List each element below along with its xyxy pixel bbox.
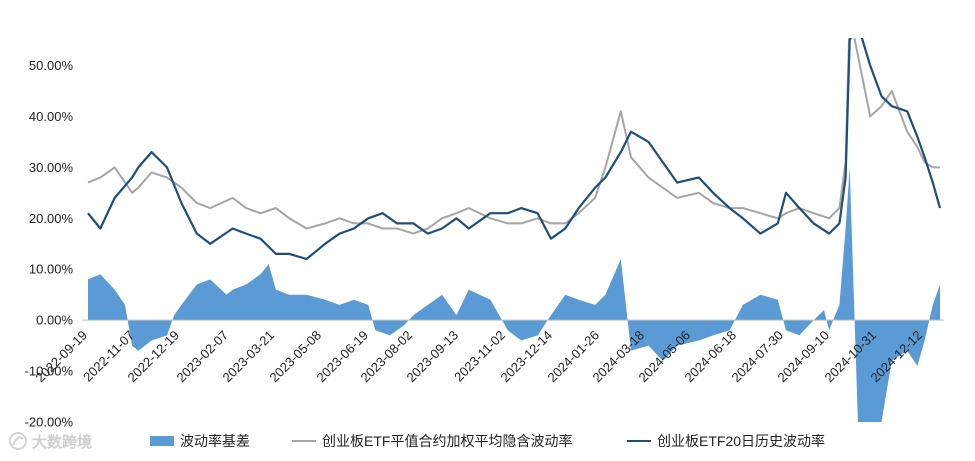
legend-label: 创业板ETF20日历史波动率	[657, 433, 825, 449]
legend-item: 波动率基差	[150, 433, 250, 449]
y-tick-label: -20.00%	[25, 415, 74, 430]
x-axis: 2022-09-192022-11-072022-12-192023-02-07…	[32, 328, 925, 386]
basis-area-layer	[88, 167, 940, 422]
watermark-text: 大数跨境	[32, 433, 92, 451]
legend-swatch	[150, 436, 174, 446]
watermark-logo-icon	[9, 432, 27, 450]
series-implied-vol-line	[87, 38, 940, 235]
y-tick-label: 10.00%	[29, 262, 74, 277]
y-tick-label: -10.00%	[25, 364, 74, 379]
implied-vol-layer	[87, 38, 940, 235]
historical-vol-layer	[87, 38, 942, 261]
y-tick-label: 30.00%	[29, 160, 74, 175]
legend-label: 创业板ETF平值合约加权平均隐含波动率	[322, 433, 572, 449]
y-tick-label: 20.00%	[29, 211, 74, 226]
legend-item: 创业板ETF20日历史波动率	[627, 433, 825, 449]
y-tick-label: 50.00%	[29, 58, 74, 73]
plot-area	[87, 38, 942, 422]
legend-item: 创业板ETF平值合约加权平均隐含波动率	[292, 433, 572, 449]
y-tick-label: 0.00%	[36, 313, 73, 328]
series-basis-area	[88, 167, 940, 422]
series-historical-vol-line	[87, 38, 942, 261]
y-tick-label: 40.00%	[29, 109, 74, 124]
legend-label: 波动率基差	[180, 433, 250, 449]
y-axis: -20.00% -10.00% 0.00% 10.00% 20.00% 30.00% 40.…	[25, 58, 74, 430]
legend: 波动率基差 创业板ETF平值合约加权平均隐含波动率 创业板ETF20日历史波动率	[150, 433, 825, 449]
watermark: 大数跨境	[9, 432, 92, 451]
